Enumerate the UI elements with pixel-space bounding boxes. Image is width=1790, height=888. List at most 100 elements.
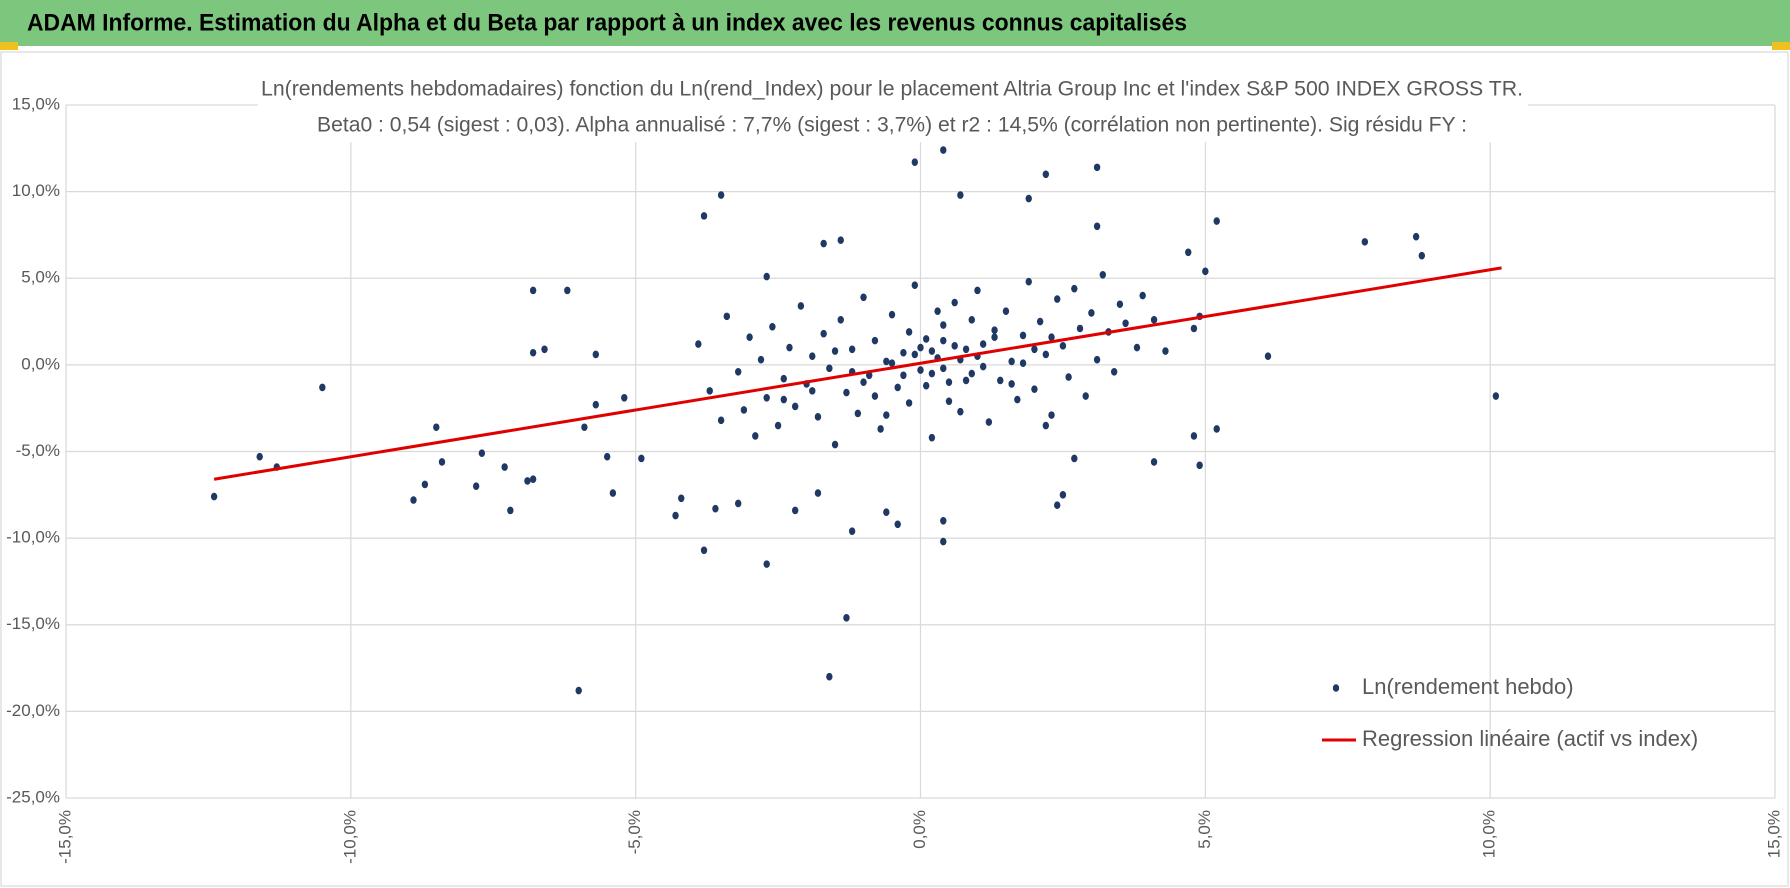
point — [951, 342, 958, 350]
point — [979, 362, 987, 371]
point — [1133, 343, 1141, 352]
point — [1002, 307, 1010, 315]
x-tick-label: 10,0% — [1480, 810, 1499, 858]
point — [945, 378, 953, 387]
point — [706, 387, 713, 395]
x-tick-label: -15,0% — [55, 810, 74, 864]
point — [1093, 163, 1101, 172]
chart-subtitle: Beta0 : 0,54 (sigest : 0,03). Alpha annu… — [317, 114, 1467, 137]
point — [723, 312, 731, 321]
point — [945, 397, 953, 406]
point — [1019, 331, 1027, 340]
point — [962, 376, 970, 385]
y-tick-label: -25,0% — [6, 787, 60, 806]
point — [900, 371, 907, 380]
point — [695, 340, 702, 348]
point — [1025, 277, 1032, 286]
point — [991, 333, 998, 341]
chart-title: Ln(rendements hebdomadaires) fonction du… — [261, 78, 1523, 101]
point — [928, 369, 936, 378]
point — [763, 272, 770, 281]
point — [922, 381, 930, 390]
point — [1082, 392, 1089, 400]
point — [797, 302, 805, 310]
corner — [0, 42, 18, 50]
point — [934, 307, 941, 315]
point — [256, 452, 263, 461]
point — [638, 454, 645, 463]
point — [1162, 347, 1169, 355]
point — [752, 432, 759, 440]
point — [1093, 222, 1101, 231]
point — [210, 492, 218, 501]
point — [592, 350, 599, 359]
point — [763, 560, 770, 568]
header-bar — [0, 0, 1790, 46]
point — [1264, 352, 1272, 361]
point — [621, 393, 628, 402]
point — [905, 328, 913, 336]
point — [900, 348, 907, 357]
point — [735, 499, 742, 508]
point — [1202, 267, 1209, 276]
point — [678, 494, 685, 503]
point — [1048, 333, 1055, 341]
point — [603, 452, 611, 461]
header-title: ADAM Informe. Estimation du Alpha et du … — [27, 9, 1187, 36]
point — [997, 376, 1004, 385]
point — [814, 489, 822, 497]
point — [1059, 342, 1067, 350]
point — [769, 322, 776, 331]
point — [564, 286, 571, 295]
point — [940, 321, 947, 329]
point — [1150, 316, 1158, 324]
point — [911, 281, 919, 289]
point — [735, 368, 742, 376]
point — [871, 392, 879, 400]
point — [740, 406, 748, 414]
y-tick-label: 5,0% — [21, 268, 60, 287]
point — [529, 286, 537, 295]
point — [974, 286, 981, 295]
point — [1196, 461, 1203, 470]
point — [877, 425, 884, 433]
y-tick-label: -10,0% — [6, 528, 60, 547]
point — [957, 407, 964, 416]
point — [1190, 324, 1198, 333]
point — [860, 378, 867, 387]
point — [774, 421, 782, 430]
point — [478, 449, 486, 458]
point — [1088, 309, 1095, 317]
point — [1042, 421, 1050, 430]
point — [1025, 194, 1032, 203]
point — [421, 480, 429, 489]
point — [717, 416, 725, 425]
point — [1071, 454, 1078, 463]
title-bg — [258, 72, 1528, 142]
point — [883, 411, 890, 419]
point — [524, 477, 531, 485]
point — [472, 482, 480, 490]
point — [501, 463, 508, 471]
point — [1019, 359, 1027, 367]
point — [917, 343, 924, 352]
point — [917, 366, 924, 374]
point — [1054, 501, 1061, 510]
point — [1042, 350, 1050, 359]
point — [575, 686, 582, 695]
point — [883, 508, 890, 516]
point — [1031, 345, 1038, 354]
point — [831, 347, 839, 355]
point — [529, 475, 537, 484]
point — [672, 511, 679, 520]
point — [831, 440, 839, 449]
point — [1492, 392, 1500, 400]
point — [1076, 324, 1084, 333]
point — [871, 336, 879, 345]
legend-label: Regression linéaire (actif vs index) — [1362, 726, 1698, 751]
y-tick-label: 10,0% — [12, 181, 60, 200]
point — [860, 293, 867, 302]
point — [1110, 368, 1118, 376]
point — [843, 614, 850, 622]
